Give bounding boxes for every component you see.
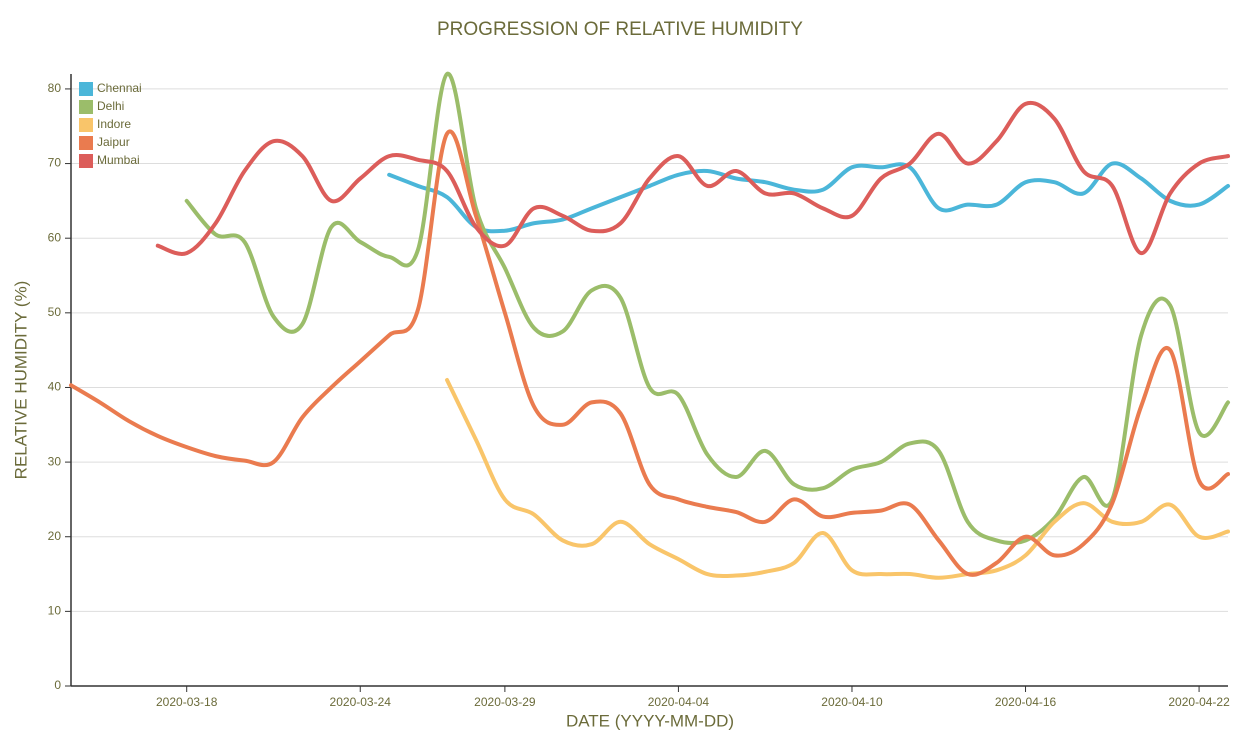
x-tick-label: 2020-03-24 — [330, 695, 392, 709]
x-tick-label: 2020-04-04 — [648, 695, 710, 709]
x-axis-label: DATE (YYYY-MM-DD) — [566, 711, 734, 730]
y-tick-label: 30 — [48, 454, 62, 468]
chart-title: PROGRESSION OF RELATIVE HUMIDITY — [437, 19, 803, 40]
data-line — [387, 161, 1230, 234]
legend-swatch — [79, 154, 93, 168]
data-line — [184, 71, 1230, 546]
y-tick-label: 20 — [48, 529, 62, 543]
x-tick-label: 2020-03-29 — [474, 695, 536, 709]
legend: Chennai Delhi Indore Jaipur Mumbai — [79, 81, 142, 168]
x-tick-label: 2020-04-22 — [1168, 695, 1230, 709]
x-tick-label: 2020-04-10 — [821, 695, 883, 709]
y-axis-label: RELATIVE HUMIDITY (%) — [11, 281, 30, 480]
y-tick-label: 0 — [54, 678, 61, 692]
y-tick-label: 10 — [48, 604, 62, 618]
legend-label: Jaipur — [97, 135, 130, 149]
legend-swatch — [79, 82, 93, 96]
y-tick-label: 80 — [48, 81, 62, 95]
legend-label: Mumbai — [97, 153, 140, 167]
legend-swatch — [79, 136, 93, 150]
legend-label: Chennai — [97, 81, 142, 95]
x-tick-label: 2020-04-16 — [995, 695, 1057, 709]
legend-swatch — [79, 118, 93, 132]
data-line — [155, 100, 1230, 256]
x-tick-label: 2020-03-18 — [156, 695, 218, 709]
y-tick-label: 40 — [48, 380, 62, 394]
data-line — [69, 129, 1230, 577]
y-tick-label: 50 — [48, 305, 62, 319]
legend-label: Indore — [97, 117, 131, 131]
data-line — [445, 378, 1230, 580]
y-tick-label: 70 — [48, 156, 62, 170]
legend-label: Delhi — [97, 99, 124, 113]
legend-swatch — [79, 100, 93, 114]
y-tick-label: 60 — [48, 230, 62, 244]
